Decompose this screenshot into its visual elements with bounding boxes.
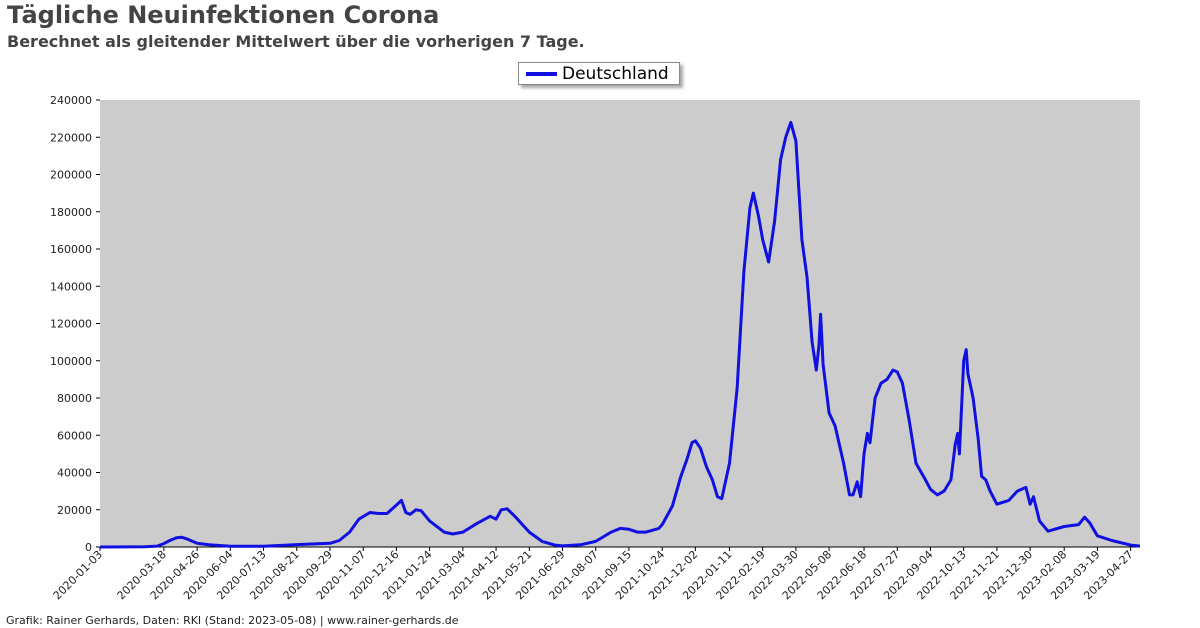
y-tick-label: 140000 (50, 280, 92, 293)
y-tick-label: 0 (85, 541, 92, 554)
x-tick-label: 2020-01-03 (51, 548, 105, 602)
plot-background (100, 100, 1140, 547)
chart-subtitle: Berechnet als gleitender Mittelwert über… (7, 32, 585, 51)
y-tick-label: 200000 (50, 169, 92, 182)
y-tick-label: 100000 (50, 355, 92, 368)
y-tick-label: 40000 (57, 467, 92, 480)
y-axis: 0 20000 40000 60000 80000 100000 120000 140000 1… (50, 94, 100, 554)
y-tick-label: 20000 (57, 504, 92, 517)
y-tick-label: 240000 (50, 94, 92, 107)
y-tick-label: 220000 (50, 131, 92, 144)
x-axis: 2020-01-03 2020-03-182020-04-262020-06-04… (51, 547, 1136, 602)
y-tick-label: 60000 (57, 429, 92, 442)
y-tick-label: 120000 (50, 318, 92, 331)
series-line-deutschland (99, 120, 1141, 549)
legend-label: Deutschland (562, 64, 669, 84)
chart-title: Tägliche Neuinfektionen Corona (7, 1, 440, 29)
legend: Deutschland (518, 62, 680, 85)
legend-swatch (526, 72, 557, 76)
y-tick-label: 160000 (50, 243, 92, 256)
y-tick-label: 80000 (57, 392, 92, 405)
footer-credit: Grafik: Rainer Gerhards, Daten: RKI (Sta… (6, 614, 459, 627)
y-tick-label: 180000 (50, 206, 92, 219)
